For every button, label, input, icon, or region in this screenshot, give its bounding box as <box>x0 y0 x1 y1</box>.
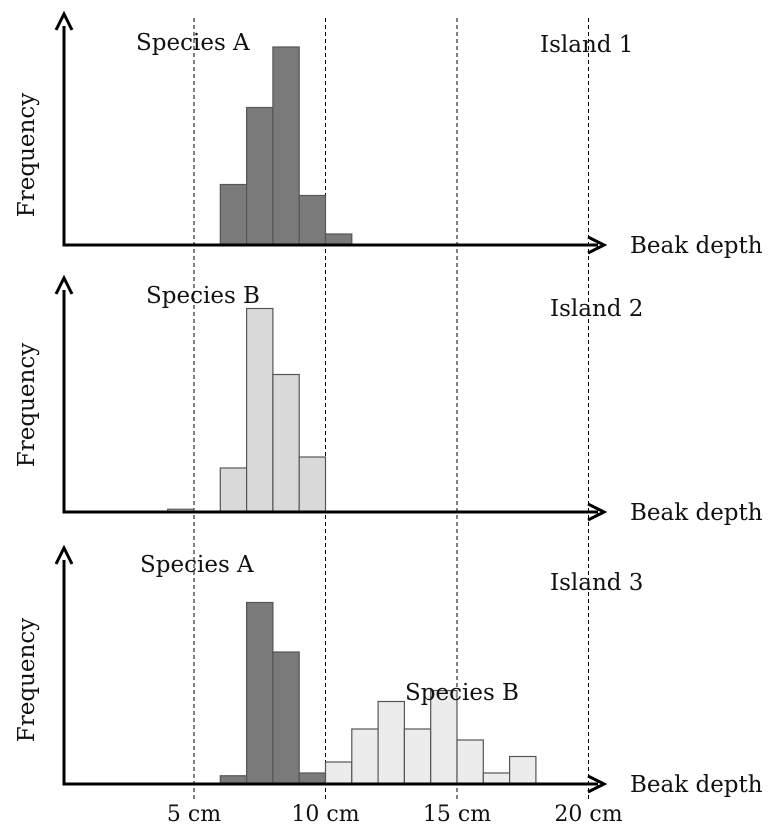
island-label: Island 3 <box>550 570 643 596</box>
panel-island-2: Beak depth Frequency Island 2 Species B <box>14 274 763 526</box>
bar <box>324 761 353 785</box>
axis-lines <box>62 290 598 514</box>
species-label: Species B <box>146 283 260 309</box>
bar <box>298 772 327 785</box>
bar <box>272 651 300 785</box>
x-axis-arrow-icon <box>587 774 608 794</box>
y-axis-label: Frequency <box>14 343 40 467</box>
bar <box>509 755 537 785</box>
y-axis-label: Frequency <box>14 618 40 742</box>
bar <box>298 194 327 246</box>
species-label: Species A <box>140 552 254 578</box>
y-axis-arrow-icon <box>54 10 74 31</box>
panel-island-3: Beak depth Frequency Island 3 Species A Spec… <box>14 544 763 798</box>
x-axis-label: Beak depth <box>630 233 763 259</box>
x-tick-label: 5 cm <box>167 802 221 826</box>
bar <box>272 46 300 246</box>
x-axis-label: Beak depth <box>630 500 763 526</box>
x-tick-label: 10 cm <box>291 802 359 826</box>
y-axis-label: Frequency <box>14 93 40 217</box>
y-axis-arrow-icon <box>54 274 74 295</box>
island-label: Island 2 <box>550 296 643 322</box>
y-axis-arrow-icon <box>54 544 74 565</box>
axis-lines <box>62 560 598 786</box>
island-label: Island 1 <box>540 32 633 58</box>
bar <box>219 183 248 246</box>
x-axis-arrow-icon <box>587 235 608 255</box>
bar <box>403 728 432 785</box>
x-axis-label: Beak depth <box>630 772 763 798</box>
x-tick-label: 20 cm <box>554 802 622 826</box>
bar <box>246 307 274 513</box>
bar <box>272 373 300 513</box>
bar <box>219 467 248 513</box>
panel-island-1: Beak depth Frequency Island 1 Species A <box>14 10 763 259</box>
bar <box>246 601 274 785</box>
bar <box>324 233 353 246</box>
species-label: Species A <box>136 30 250 56</box>
species-label: Species B <box>405 680 519 706</box>
bar <box>246 106 274 246</box>
x-axis-arrow-icon <box>587 502 608 522</box>
x-tick-label: 15 cm <box>423 802 491 826</box>
bar <box>482 772 511 785</box>
bar <box>456 739 484 785</box>
axis-lines <box>62 26 598 247</box>
bar <box>298 456 327 513</box>
bar <box>377 700 406 785</box>
bar <box>351 728 379 785</box>
